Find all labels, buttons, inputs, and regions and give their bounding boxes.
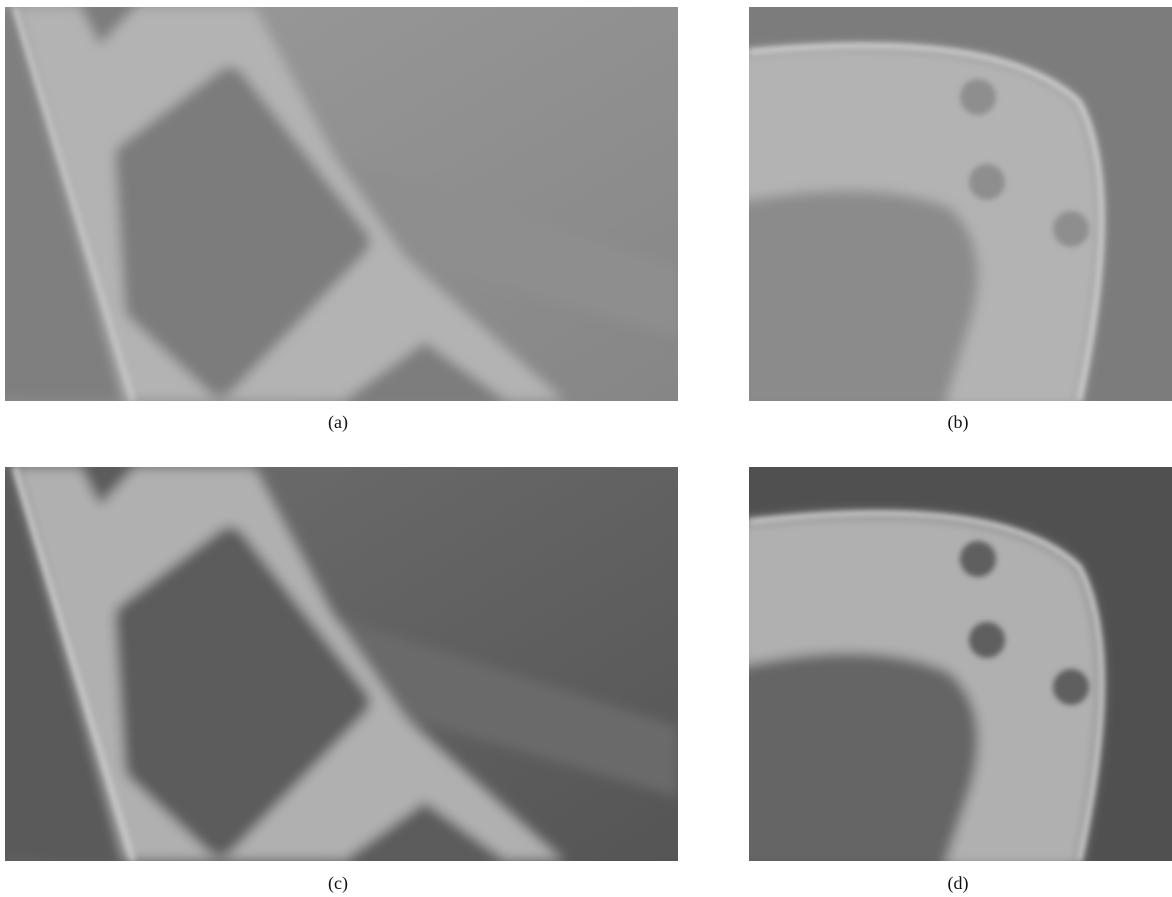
caption: (b) <box>948 412 969 433</box>
panel-image <box>749 467 1172 861</box>
panel-image <box>5 467 678 861</box>
panel-image <box>5 7 678 401</box>
caption: (d) <box>948 873 969 894</box>
caption: (a) <box>328 412 348 433</box>
caption: (c) <box>328 873 348 894</box>
panel-image <box>749 7 1172 401</box>
